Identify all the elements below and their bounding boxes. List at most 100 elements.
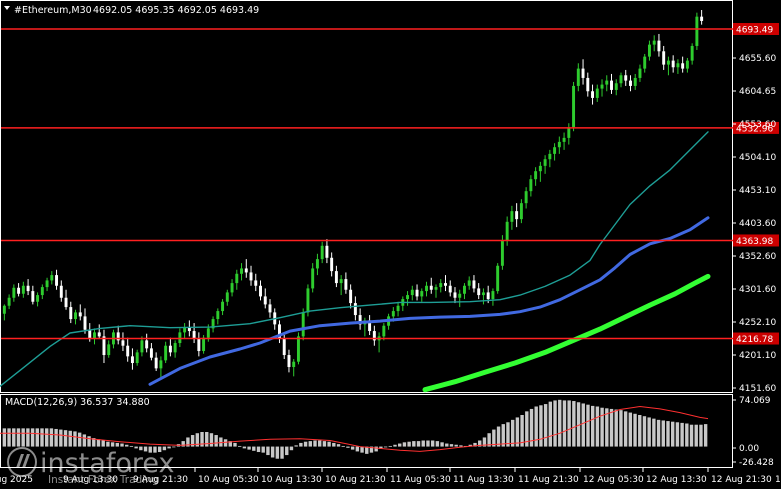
candle — [154, 352, 158, 372]
macd-bar — [280, 446, 284, 459]
macd-bar — [675, 422, 680, 447]
candle — [472, 275, 476, 293]
level-tag — [733, 332, 779, 345]
macd-bar — [548, 401, 553, 447]
macd-pane-frame — [0, 394, 733, 468]
candle — [572, 81, 576, 132]
candle — [74, 309, 77, 325]
macd-bar — [350, 446, 355, 450]
candle — [164, 341, 168, 364]
candle — [50, 271, 54, 285]
macd-bar — [30, 428, 35, 447]
macd-bar — [59, 429, 63, 447]
candle — [259, 280, 262, 301]
macd-bar — [26, 428, 30, 447]
candle — [462, 283, 466, 300]
macd-bar — [388, 445, 392, 447]
macd-bar — [600, 407, 604, 447]
candle — [311, 263, 315, 293]
macd-bar — [12, 428, 16, 447]
candle — [263, 288, 267, 309]
macd-bar — [572, 401, 576, 447]
macd-bar — [256, 446, 261, 453]
dropdown-triangle-icon[interactable] — [4, 6, 10, 10]
candle — [662, 45, 666, 70]
candle — [595, 84, 599, 102]
candle — [230, 279, 234, 297]
macd-bar — [543, 404, 548, 447]
macd-bar — [407, 441, 411, 447]
macd-tick-label: -26.428 — [739, 458, 774, 468]
macd-bar — [341, 445, 345, 447]
macd-bar — [45, 428, 49, 447]
time-tick-label: 11 Aug 21:30 — [518, 475, 579, 485]
macd-bar — [308, 441, 312, 447]
candle — [624, 69, 628, 86]
candle — [515, 203, 519, 228]
moving-average-fast — [0, 131, 709, 387]
macd-bar — [313, 440, 317, 447]
candle — [31, 285, 35, 305]
candle — [17, 283, 21, 297]
macd-bar — [510, 419, 515, 447]
macd-bar — [228, 441, 232, 447]
chart-header: #Ethereum,M30 4692.05 4695.35 4692.05 46… — [4, 5, 259, 16]
time-tick-label: 12 Aug 21:30 — [711, 475, 772, 485]
macd-bar — [487, 433, 491, 447]
candle — [410, 285, 414, 301]
candle — [168, 337, 172, 357]
macd-bar — [35, 428, 39, 447]
macd-bar — [365, 446, 369, 454]
candle — [173, 340, 177, 358]
macd-bar — [242, 446, 247, 449]
price-tick-label: 4553.60 — [739, 120, 776, 130]
time-tick-label: 10 Aug 13:30 — [261, 475, 322, 485]
candle — [382, 323, 386, 341]
macd-bar — [383, 446, 388, 448]
macd-bar — [214, 435, 218, 447]
macd-bar — [294, 445, 298, 447]
candle — [666, 56, 670, 76]
candle — [453, 287, 457, 304]
macd-bar — [671, 421, 675, 447]
macd-bar — [534, 406, 538, 447]
macd-bar — [360, 446, 364, 453]
level-tag — [733, 121, 779, 134]
instaforex-logo-icon — [7, 447, 37, 477]
candle — [235, 269, 239, 290]
macd-bar — [186, 437, 190, 447]
candle — [425, 281, 428, 297]
macd-bar — [501, 424, 505, 447]
candle — [676, 59, 680, 74]
macd-bar — [77, 432, 82, 447]
current-price-tag — [733, 23, 779, 35]
candle — [619, 72, 623, 88]
macd-bar — [63, 430, 68, 447]
candle — [135, 349, 139, 366]
macd-bar — [398, 443, 402, 447]
candle — [349, 284, 353, 309]
macd-bar — [143, 446, 148, 452]
time-tick-label: 9 Aug 13:30 — [63, 475, 118, 485]
candle — [481, 288, 485, 305]
macd-bar — [449, 444, 454, 447]
macd-bar — [49, 428, 54, 447]
time-tick-label: 13 Aug 05:30 — [775, 475, 781, 485]
macd-bar — [162, 446, 167, 451]
macd-bar — [139, 446, 143, 451]
candle — [458, 289, 462, 308]
macd-bar — [520, 415, 524, 447]
candle — [690, 43, 694, 65]
candle — [339, 275, 343, 296]
macd-bar — [275, 446, 280, 459]
macd-bar — [647, 417, 651, 447]
macd-bar — [628, 412, 633, 447]
macd-bar — [496, 426, 501, 447]
macd-bar — [157, 446, 162, 453]
candle — [334, 265, 338, 288]
macd-bar — [426, 440, 430, 447]
macd-bar — [115, 442, 120, 447]
moving-averages-layer — [0, 131, 711, 393]
macd-tick-label: 74.069 — [739, 396, 771, 406]
